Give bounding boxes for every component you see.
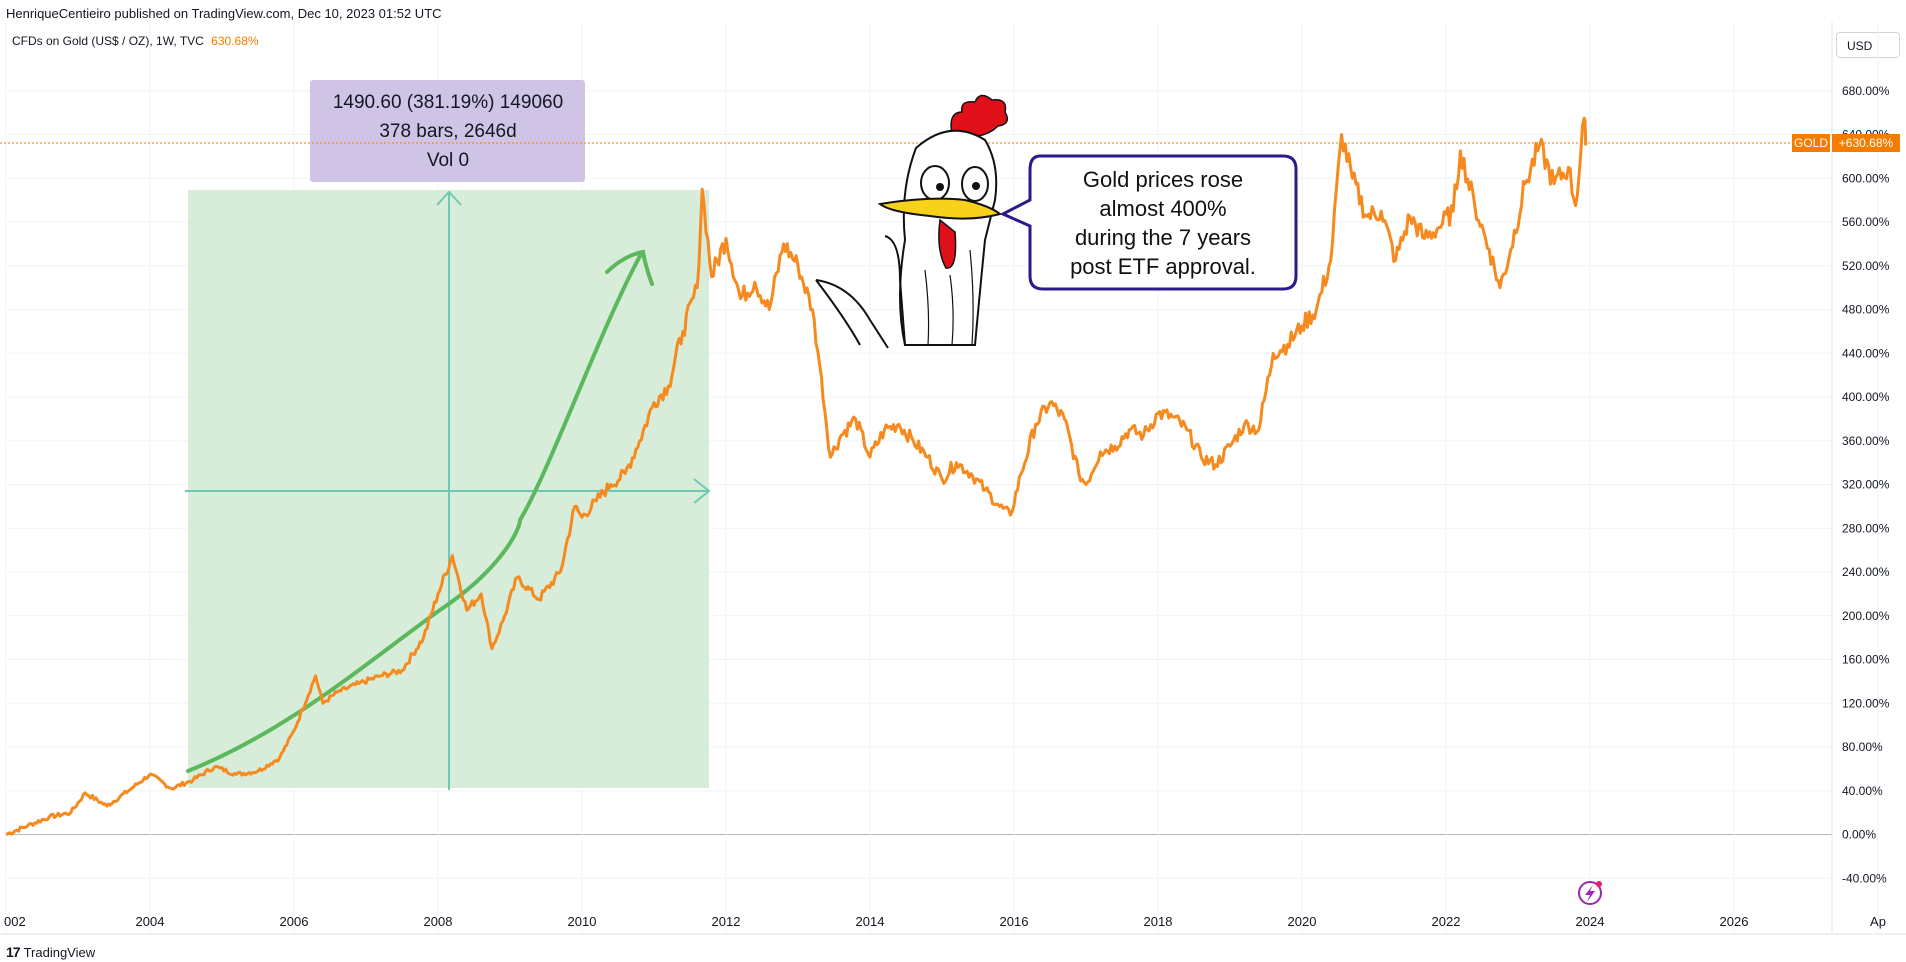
price-badge-symbol-bg — [1792, 134, 1830, 152]
price-line — [5, 116, 1588, 836]
measurement-line-1: 1490.60 (381.19%) 149060 — [333, 92, 563, 113]
measurement-line-3: Vol 0 — [427, 150, 469, 171]
y-tick-label: 80.00% — [1842, 740, 1883, 754]
x-tick-label: 002 — [4, 914, 26, 929]
lightning-icon-dot — [1596, 881, 1602, 887]
x-tick-label: 2020 — [1288, 914, 1317, 929]
measurement-line-2: 378 bars, 2646d — [379, 121, 516, 142]
speech-bubble-line-3: during the 7 years — [1075, 225, 1251, 250]
measurement-label-box — [310, 80, 585, 182]
y-tick-label: 360.00% — [1842, 434, 1890, 448]
chicken-pupil-left — [936, 183, 944, 191]
lightning-icon-circle — [1578, 881, 1602, 905]
speech-bubble-line-1: Gold prices rose — [1083, 167, 1243, 192]
y-tick-label: 560.00% — [1842, 215, 1890, 229]
published-info: HenriqueCentieiro published on TradingVi… — [6, 6, 442, 21]
y-tick-label: 400.00% — [1842, 390, 1890, 404]
chicken-feathers — [924, 249, 974, 346]
speech-bubble-shape — [999, 154, 1298, 291]
symbol-change: 630.68% — [211, 34, 259, 48]
y-tick-label: 520.00% — [1842, 259, 1890, 273]
symbol-legend[interactable]: CFDs on Gold (US$ / OZ), 1W, TVC 630.68% — [12, 34, 259, 48]
x-tick-label: 2022 — [1432, 914, 1461, 929]
tradingview-logo-icon: 17 — [6, 944, 21, 960]
chicken-pupil-right — [972, 182, 980, 190]
x-tick-label: 2010 — [568, 914, 597, 929]
chicken-drawing — [815, 94, 1009, 349]
y-axis[interactable]: 680.00%640.00%600.00%560.00%520.00%480.0… — [1831, 22, 1890, 934]
trend-arrow[interactable] — [186, 249, 654, 773]
symbol-title: CFDs on Gold (US$ / OZ), 1W, TVC — [12, 34, 204, 48]
x-tick-label: 2026 — [1720, 914, 1749, 929]
y-tick-label: 120.00% — [1842, 696, 1890, 710]
y-tick-label: 480.00% — [1842, 303, 1890, 317]
y-tick-label: 240.00% — [1842, 565, 1890, 579]
y-tick-label: 280.00% — [1842, 521, 1890, 535]
trend-arrow-curve — [186, 254, 642, 773]
tradingview-brand-label: TradingView — [23, 944, 96, 960]
x-tick-label: 2008 — [424, 914, 453, 929]
measurement-horizontal-arrowhead — [693, 478, 711, 504]
y-tick-label: 160.00% — [1842, 653, 1890, 667]
speech-bubble: Gold prices rose almost 400% during the … — [999, 154, 1298, 291]
y-tick-label: 600.00% — [1842, 171, 1890, 185]
price-badge-value: +630.68% — [1839, 136, 1894, 150]
speech-bubble-line-4: post ETF approval. — [1070, 254, 1256, 279]
x-tick-label: 2004 — [136, 914, 165, 929]
trend-arrow-head — [605, 249, 654, 286]
x-tick-label: 2016 — [1000, 914, 1029, 929]
tradingview-brand[interactable]: 17 TradingView — [6, 944, 95, 960]
y-tick-label: -40.00% — [1842, 871, 1887, 885]
x-tick-label: 2014 — [856, 914, 885, 929]
currency-button[interactable]: USD — [1836, 32, 1900, 58]
y-tick-label: 40.00% — [1842, 784, 1883, 798]
x-tick-label: Ap — [1870, 914, 1886, 929]
price-badge: GOLD +630.68% — [1792, 134, 1900, 152]
x-tick-label: 2024 — [1576, 914, 1605, 929]
x-axis[interactable]: 002 2004 2006 2008 2010 2012 2014 2016 2018 2020 2… — [0, 914, 1906, 935]
chicken-wing — [815, 235, 906, 349]
measurement-vertical-arrowhead — [436, 190, 462, 206]
chicken-eye-left — [920, 165, 950, 201]
y-tick-label: 680.00% — [1842, 84, 1890, 98]
lightning-icon[interactable] — [1578, 881, 1602, 905]
y-tick-label: 440.00% — [1842, 346, 1890, 360]
x-tick-label: 2018 — [1144, 914, 1173, 929]
chicken-wattle — [938, 218, 957, 269]
price-chart[interactable]: 1490.60 (381.19%) 149060 378 bars, 2646d… — [0, 22, 1906, 936]
y-tick-label: 320.00% — [1842, 478, 1890, 492]
y-tick-label: 0.00% — [1842, 828, 1876, 842]
chicken-comb — [950, 94, 1009, 137]
speech-bubble-line-2: almost 400% — [1099, 196, 1226, 221]
price-badge-value-bg — [1832, 134, 1900, 152]
price-badge-symbol: GOLD — [1794, 136, 1828, 150]
y-tick-label: 200.00% — [1842, 609, 1890, 623]
x-tick-label: 2012 — [712, 914, 741, 929]
lightning-icon-bolt — [1585, 885, 1595, 902]
x-tick-label: 2006 — [280, 914, 309, 929]
measurement-tool[interactable]: 1490.60 (381.19%) 149060 378 bars, 2646d… — [185, 80, 711, 790]
